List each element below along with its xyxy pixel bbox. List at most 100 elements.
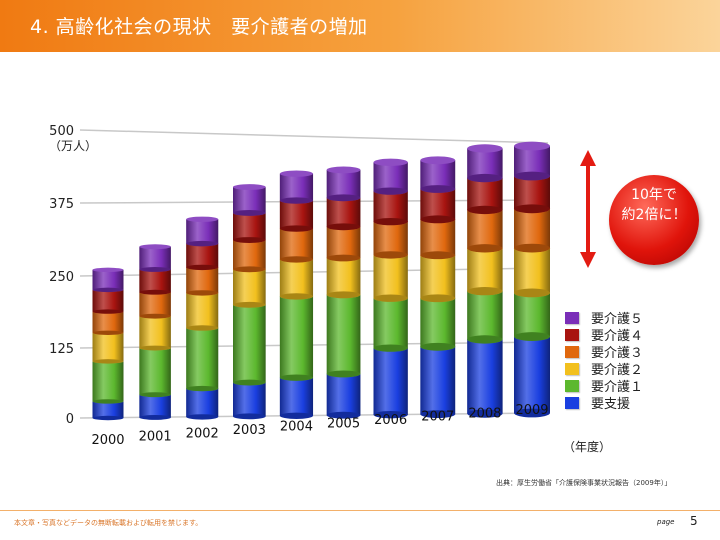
bar-segment-bottom [514, 204, 550, 214]
legend-label: 要介護４ [591, 329, 644, 344]
x-tick-labels: 2000 2001 2002 2003 2004 2005 2006 2007 2008 2009 [91, 403, 548, 448]
bar-segment-body [186, 219, 219, 244]
bar-segment-body [326, 257, 361, 295]
bar-segment [139, 345, 171, 398]
bar-segment-bottom [420, 294, 456, 303]
bar-segment-body [139, 394, 171, 418]
bar-segment-body [467, 248, 503, 292]
bar-segment-body [279, 377, 314, 416]
bar-segment-bottom [92, 359, 124, 364]
bar-segment [279, 293, 314, 381]
bar-segment-body [92, 361, 124, 402]
bar-2009 [514, 141, 550, 418]
x-tick-label: 2004 [280, 420, 313, 435]
bar-segment-bottom [467, 173, 503, 183]
header-bar: 4. 高齢化社会の現状 要介護者の増加 [0, 0, 720, 52]
bar-segment [326, 291, 361, 378]
bar-2000 [92, 267, 124, 421]
bar-segment-bottom [92, 399, 124, 404]
bar-segment-top [373, 158, 408, 166]
bar-segment-body [92, 401, 124, 418]
legend-swatch [565, 345, 579, 358]
bar-segment-bottom [373, 251, 408, 259]
bar-segment-body [467, 148, 503, 179]
bar-segment-bottom [233, 237, 266, 243]
bar-segment-body [467, 339, 503, 414]
y-tick-label: 125 [49, 342, 74, 357]
y-tick-labels: 0 125 250 375 500 [49, 124, 74, 427]
bar-segment-body [326, 197, 361, 227]
bar-segment-top [92, 267, 124, 273]
x-axis-unit: （年度） [563, 440, 612, 454]
bar-segment-body [420, 188, 456, 220]
bar-segment [233, 184, 266, 216]
bar-segment [373, 294, 408, 352]
legend-label: 要介護５ [591, 312, 644, 327]
bar-segment [326, 166, 361, 202]
bar-segment-body [279, 173, 314, 201]
growth-arrow [580, 150, 596, 268]
bar-segment-body [279, 200, 314, 229]
bar-segment-bottom [467, 286, 503, 296]
bar-segment-body [92, 332, 124, 362]
bar-segment-body [326, 169, 361, 198]
bar-segment-top [326, 166, 361, 174]
bar-segment-bottom [186, 264, 219, 271]
bar-segment-bottom [373, 344, 408, 352]
bar-segment-body [233, 212, 266, 241]
bar-segment [279, 170, 314, 204]
legend: 要介護５ 要介護４ 要介護３ 要介護２ 要介護１ 要支援 [565, 309, 644, 412]
legend-item: 要介護３ [565, 343, 643, 361]
x-tick-label: 2007 [421, 410, 454, 425]
bar-segment [467, 335, 503, 418]
bar-segment-bottom [514, 288, 550, 298]
bar-2001 [139, 244, 171, 420]
callout-text: 10年で 約2倍に！ [621, 187, 687, 223]
bar-segment-bottom [326, 254, 361, 262]
bar-segment-body [420, 160, 456, 189]
bar-segment-body [420, 346, 456, 415]
bar-segment-bottom [186, 385, 219, 392]
page-number: 5 [690, 514, 698, 528]
bar-segment-body [467, 291, 503, 340]
bar-segment-bottom [420, 251, 456, 260]
bar-segment-bottom [92, 330, 124, 335]
bar-segment [420, 294, 456, 351]
legend-label: 要支援 [591, 397, 631, 412]
bar-segment-body [92, 311, 124, 333]
bar-segment-body [373, 162, 408, 192]
bar-segment [467, 286, 503, 344]
bar-segment-body [139, 316, 171, 349]
bar-segment [514, 204, 550, 253]
bar-segment-body [233, 240, 266, 270]
legend-item: 要介護５ [565, 309, 644, 327]
bar-segment-body [139, 269, 171, 293]
bar-segment-bottom [467, 409, 503, 418]
bar-segment-body [514, 248, 550, 293]
bar-segment-bottom [514, 243, 550, 253]
bar-segment-bottom [233, 266, 266, 273]
bar-segment-body [139, 348, 171, 395]
bar-segment-bottom [92, 309, 124, 314]
bar-segment [139, 244, 171, 272]
bar-segment [186, 290, 219, 331]
bar-segment-body [186, 327, 219, 389]
bar-segment [92, 330, 124, 364]
bar-segment-bottom [139, 415, 171, 420]
bar-segment-top [186, 216, 219, 222]
x-tick-label: 2009 [515, 403, 548, 418]
footer-divider [0, 510, 720, 511]
source-note: 出典：厚生労働省「介護保険事業状況報告（2009年）」 [496, 479, 672, 487]
bar-segment-body [514, 292, 550, 337]
bar-segment-bottom [326, 370, 361, 378]
bar-segment-body [373, 348, 408, 415]
bar-2002 [186, 216, 219, 420]
bar-segment-bottom [373, 187, 408, 195]
bar-segment [139, 313, 171, 351]
bar-segment-bottom [279, 225, 314, 232]
bar-segment-bottom [326, 411, 361, 419]
bar-segment-bottom [139, 313, 171, 319]
legend-swatch [565, 379, 579, 392]
bar-segment-bottom [279, 197, 314, 204]
